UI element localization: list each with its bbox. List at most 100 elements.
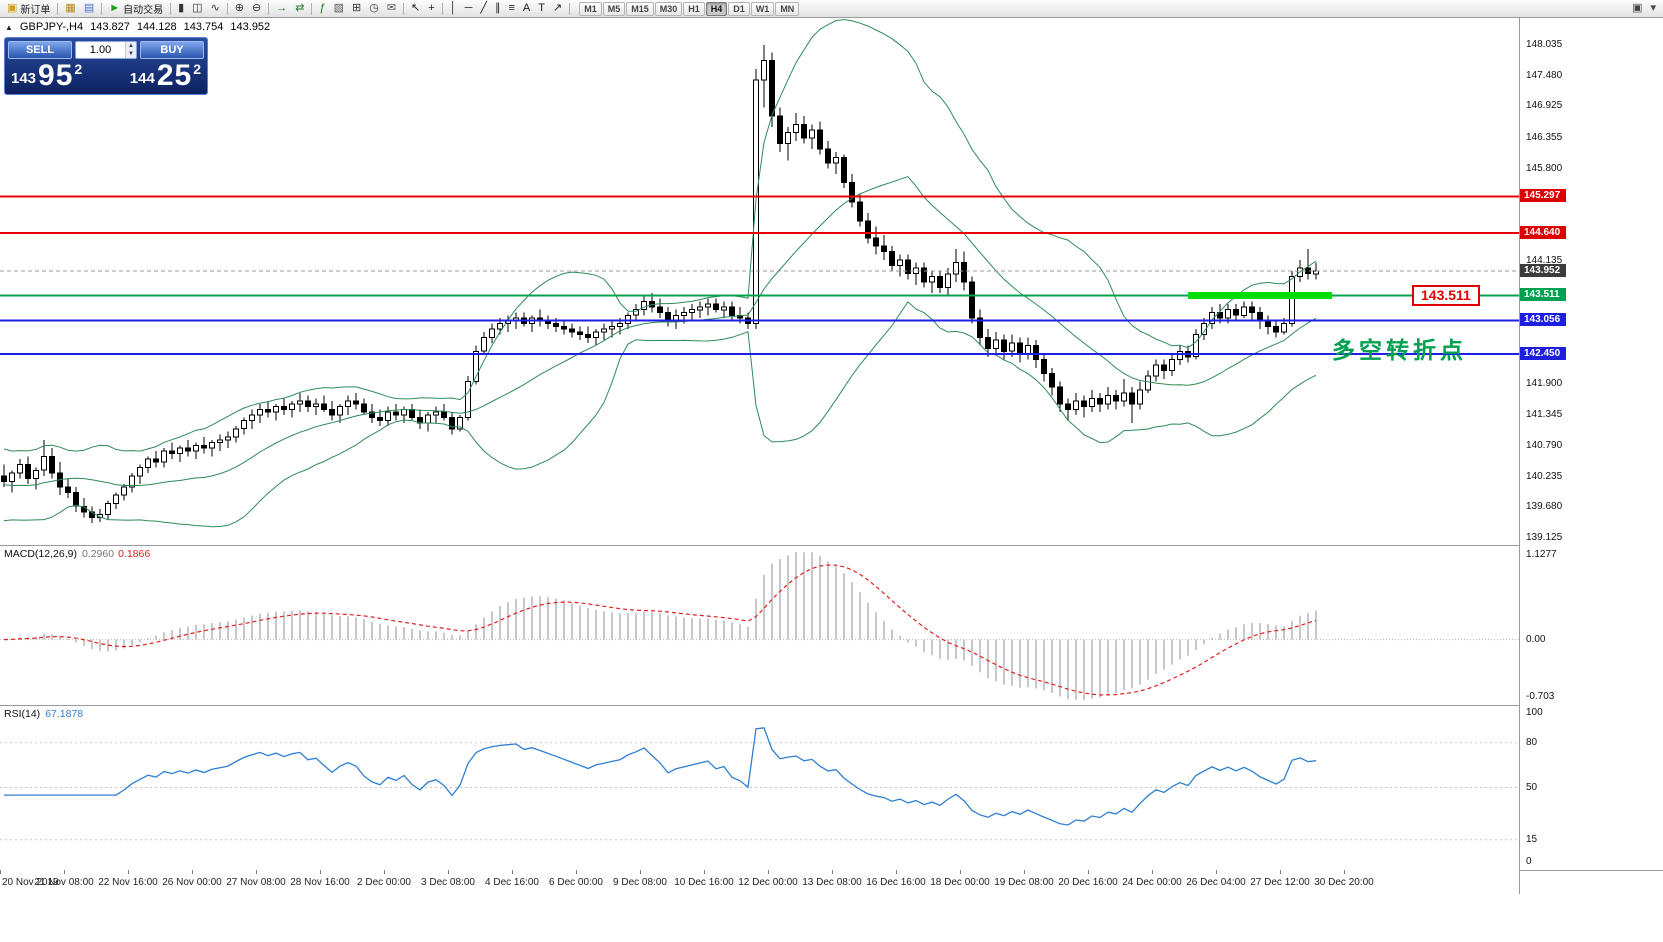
rsi-value-axis[interactable]: 100 80 50 15 0 [1520, 705, 1663, 870]
timeframe-m30[interactable]: M30 [654, 1, 683, 16]
rsi-axis-label: 15 [1526, 834, 1538, 845]
timeframe-m1[interactable]: M1 [579, 1, 602, 16]
time-axis-tick [576, 870, 577, 874]
timeframe-m15[interactable]: M15 [626, 1, 654, 16]
pane-separator[interactable] [0, 545, 1663, 546]
templates-icon[interactable]: ▧ [330, 1, 348, 17]
time-axis-label: 2 Dec 00:00 [357, 877, 411, 888]
label-icon[interactable]: T [534, 1, 549, 17]
time-axis-tick [1024, 870, 1025, 874]
macd-axis-label: -0.703 [1526, 691, 1555, 702]
arrange-windows-icon[interactable]: ▣ [1628, 1, 1646, 17]
time-axis-label: 20 Nov 2019 [2, 877, 59, 888]
chart-shift-icon-glyph: ⇄ [295, 2, 305, 14]
mail-icon-glyph: ✉ [386, 2, 397, 14]
lot-size-input[interactable]: 1.00 ▲ ▼ [75, 41, 137, 59]
toolbar-separator [311, 2, 313, 15]
auto-scroll-icon[interactable]: → [272, 1, 291, 17]
price-axis-label: 141.345 [1526, 409, 1563, 420]
crosshair-icon-glyph: + [428, 2, 435, 14]
time-axis-tick [512, 870, 513, 874]
time-axis-label: 26 Dec 04:00 [1186, 877, 1246, 888]
toolbar-separator [441, 2, 443, 15]
sell-price-prefix: 143 [11, 70, 37, 87]
tile-windows-icon[interactable]: ⊞ [348, 1, 365, 17]
zoom-in-icon[interactable]: ⊕ [231, 1, 248, 17]
price-axis-label: 144.135 [1526, 255, 1563, 266]
toolbar-options-icon[interactable]: ▾ [1646, 1, 1660, 17]
text-icon-glyph: A [522, 2, 531, 14]
tile-windows-icon-glyph: ⊞ [351, 2, 362, 14]
bar-chart-type-icon-glyph: ▮ [178, 2, 185, 14]
rsi-axis-label: 80 [1526, 737, 1538, 748]
time-axis-label: 22 Nov 16:00 [98, 877, 158, 888]
arrows-icon[interactable]: ↗ [549, 1, 566, 17]
text-icon[interactable]: A [519, 1, 534, 17]
candlestick-type-icon[interactable]: ◫ [188, 1, 206, 17]
buy-price[interactable]: 144 25 2 [130, 61, 201, 91]
time-axis-label: 27 Nov 08:00 [226, 877, 286, 888]
pane-separator[interactable] [0, 705, 1663, 706]
sell-price[interactable]: 143 95 2 [11, 61, 82, 91]
vertical-line-icon[interactable]: │ [446, 1, 461, 17]
chart-shift-icon[interactable]: ⇄ [291, 1, 308, 17]
time-axis-label: 6 Dec 00:00 [549, 877, 603, 888]
buy-button[interactable]: BUY [140, 41, 204, 59]
sell-button[interactable]: SELL [8, 41, 72, 59]
time-axis-label: 26 Nov 00:00 [162, 877, 222, 888]
charts-grid-icon[interactable]: ▦ [61, 1, 79, 17]
timeframe-mn[interactable]: MN [775, 1, 800, 16]
timeframe-h4[interactable]: H4 [705, 1, 728, 16]
templates-icon-glyph: ▧ [333, 2, 344, 14]
time-axis-tick [640, 870, 641, 874]
timeframe-h1[interactable]: H1 [683, 1, 705, 16]
zoom-out-icon[interactable]: ⊖ [248, 1, 265, 17]
macd-main-value: 0.2960 [81, 548, 115, 560]
price-axis-label: 146.355 [1526, 132, 1563, 143]
time-axis-tick [960, 870, 961, 874]
rsi-pane-canvas[interactable] [0, 705, 1519, 870]
rsi-name: RSI(14) [4, 708, 41, 720]
lot-decrease-button[interactable]: ▼ [126, 50, 136, 58]
fibonacci-icon[interactable]: ≡ [504, 1, 518, 17]
timeframe-d1[interactable]: D1 [728, 1, 750, 16]
one-click-panel-toggle-icon[interactable]: ▲ [5, 22, 13, 32]
horizontal-line-icon[interactable]: ─ [461, 1, 477, 17]
auto-trading-button-label: 自动交易 [123, 5, 164, 16]
rsi-value: 67.1878 [45, 708, 84, 720]
macd-value-axis[interactable]: 1.1277 0.00 -0.703 [1520, 545, 1663, 705]
time-axis-label: 28 Nov 16:00 [290, 877, 350, 888]
main-chart-canvas[interactable] [0, 18, 1519, 545]
new-order-button-label: 新订单 [20, 5, 51, 16]
timeframe-m5[interactable]: M5 [602, 1, 626, 16]
channel-icon[interactable]: ∥ [491, 1, 505, 17]
macd-pane-canvas[interactable] [0, 545, 1519, 705]
sell-price-sup: 2 [74, 61, 83, 77]
profiles-icon[interactable]: ▤ [80, 1, 98, 17]
bar-chart-type-icon[interactable]: ▮ [174, 1, 188, 17]
mail-icon[interactable]: ✉ [383, 1, 400, 17]
sell-price-big: 95 [38, 59, 74, 92]
clock-icon[interactable]: ◷ [365, 1, 383, 17]
symbol-title: GBPJPY-,H4 [19, 21, 84, 33]
time-axis[interactable]: 20 Nov 2019 21 Nov 08:00 22 Nov 16:00 26 No… [0, 870, 1519, 894]
main-toolbar: ▣ 新订单 ▦ ▤ ► 自动交易 ▮ ◫ ∿ ⊕ ⊖ → ⇄ ƒ ▧ ⊞ ◷ ✉ ↖ + │ ─ ╱ ∥ ≡ A T ↗ M1 M5 M15… [0, 0, 1663, 18]
timeframe-w1[interactable]: W1 [750, 1, 775, 16]
line-chart-type-icon[interactable]: ∿ [207, 1, 224, 17]
arrange-windows-icon-glyph: ▣ [1632, 2, 1643, 14]
lot-increase-button[interactable]: ▲ [126, 42, 136, 50]
time-axis-tick [1152, 870, 1153, 874]
indicators-icon[interactable]: ƒ [315, 1, 329, 17]
ohlc-high: 144.128 [136, 21, 177, 33]
label-icon-glyph: T [538, 2, 545, 14]
main-price-axis[interactable]: 148.035 147.480 146.925 146.355 145.800 144.1… [1520, 18, 1663, 545]
trendline-icon[interactable]: ╱ [476, 1, 491, 17]
lot-size-value[interactable]: 1.00 [89, 44, 112, 56]
auto-trading-button[interactable]: ► 自动交易 [105, 1, 167, 17]
new-order-button[interactable]: ▣ 新订单 [3, 1, 54, 17]
one-click-trading-panel: SELL 1.00 ▲ ▼ BUY 143 95 2 144 25 2 [4, 37, 208, 95]
cursor-icon[interactable]: ↖ [407, 1, 424, 17]
crosshair-icon[interactable]: + [424, 1, 438, 17]
price-axis-label: 141.900 [1526, 378, 1563, 389]
